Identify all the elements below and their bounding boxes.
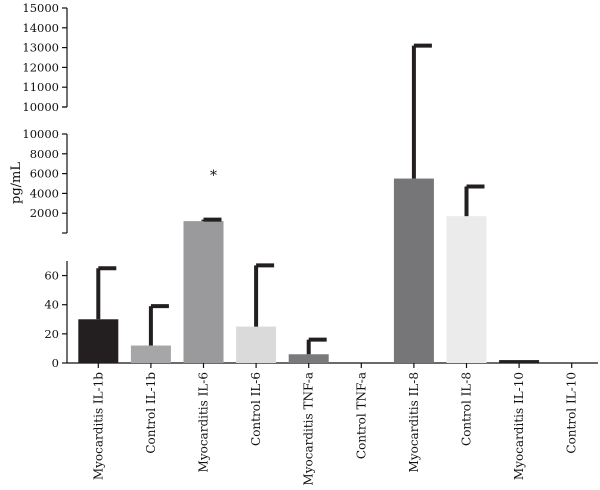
y-tick-label: 6000	[30, 167, 59, 181]
chart-error-bars	[96, 43, 485, 355]
y-tick-label: 8000	[30, 147, 59, 161]
x-tick-label: Myocarditis IL-10	[512, 372, 526, 480]
x-tick-label: Control IL-8	[460, 372, 474, 446]
y-tick-label: 0	[52, 356, 59, 370]
y-tick-label: 10000	[22, 127, 59, 141]
y-tick-label: 15000	[22, 1, 59, 15]
y-axis-title: pg/mL	[9, 162, 24, 204]
y-tick-label: 10000	[22, 100, 59, 114]
y-tick-label: 12000	[22, 60, 59, 74]
bar	[183, 221, 224, 363]
y-tick-label: 20	[44, 327, 59, 341]
y-tick-label: 40	[44, 298, 59, 312]
x-tick-label: Control IL-1b	[144, 372, 158, 454]
x-tick-label: Myocarditis TNF-a	[302, 372, 316, 486]
x-tick-label: Control IL-6	[249, 372, 263, 446]
bar	[130, 345, 171, 363]
chart-bars	[78, 178, 540, 363]
y-tick-label: 2000	[30, 206, 59, 220]
y-tick-label: 14000	[22, 21, 59, 35]
chart-category-labels: Myocarditis IL-1b Control IL-1b Myocarditi…	[91, 372, 578, 486]
bar	[236, 326, 277, 363]
x-tick-label: Control TNF-a	[354, 372, 368, 459]
x-tick-label: Control IL-10	[565, 372, 579, 454]
bar	[499, 360, 540, 363]
y-tick-label: 60	[44, 269, 59, 283]
y-tick-label: 13000	[22, 41, 59, 55]
x-tick-label: Myocarditis IL-8	[407, 372, 421, 472]
bar	[288, 354, 329, 363]
chart-axes: 0 20 40 60 2000 4000 6000 8000 10000 10000 11000 12…	[22, 1, 598, 370]
y-tick-label: 11000	[22, 80, 59, 94]
bar	[78, 319, 119, 363]
bar	[393, 178, 434, 363]
y-tick-label: 4000	[30, 186, 59, 200]
bar	[446, 216, 487, 363]
x-tick-label: Myocarditis IL-1b	[91, 372, 105, 480]
significance-marker: *	[210, 168, 217, 184]
x-tick-label: Myocarditis IL-6	[197, 372, 211, 472]
